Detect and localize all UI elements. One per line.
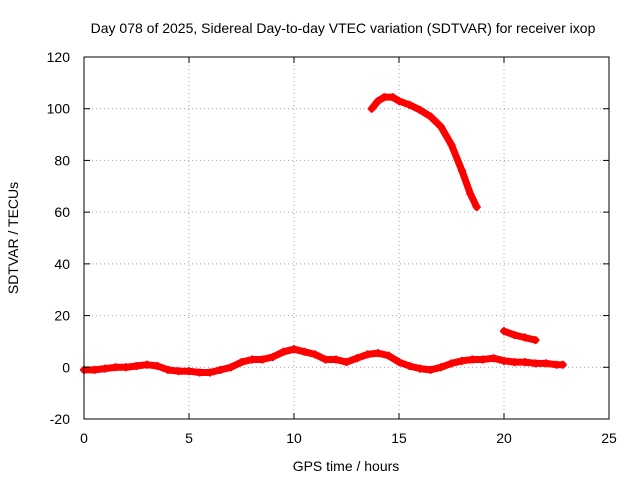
y-tick-label: 80 (54, 152, 70, 168)
data-point (195, 368, 204, 377)
data-point (531, 336, 540, 345)
y-tick-label: 120 (47, 49, 71, 65)
data-point (447, 140, 456, 149)
series-arc-late (500, 327, 539, 344)
data-point (164, 365, 172, 374)
x-tick-label: 20 (496, 430, 512, 446)
tick-marks (83, 56, 610, 420)
x-tick-label: 5 (185, 430, 193, 446)
data-point (300, 347, 309, 356)
data-point (479, 355, 487, 364)
data-point (395, 358, 403, 367)
data-point (558, 360, 567, 369)
y-tick-labels: -20 0 20 40 60 80 100 120 (47, 49, 71, 427)
data-point (227, 363, 235, 372)
x-axis-label: GPS time / hours (293, 458, 400, 474)
data-point (279, 347, 288, 356)
y-tick-label: 60 (54, 204, 70, 220)
data-point (542, 359, 550, 368)
data-point (447, 359, 456, 368)
data-point (521, 333, 529, 342)
data-point (510, 330, 519, 339)
data-point (216, 365, 225, 374)
data-point (489, 354, 498, 363)
data-point (185, 367, 193, 376)
data-point (174, 367, 183, 376)
series-arc-high (368, 93, 481, 211)
x-tick-labels: 0 5 10 15 20 25 (80, 430, 617, 446)
y-axis-label: SDTVAR / TECUs (5, 182, 21, 294)
data-point (321, 355, 330, 364)
y-tick-label: 0 (62, 359, 70, 375)
data-point (153, 361, 162, 370)
data-point (380, 93, 389, 102)
data-point (426, 365, 435, 374)
plot-frame (83, 56, 610, 420)
data-point (342, 358, 351, 367)
y-tick-label: 40 (54, 256, 70, 272)
data-point (468, 355, 477, 364)
data-point (132, 361, 141, 370)
data-series (80, 93, 567, 377)
data-point (90, 365, 99, 374)
data-point (122, 363, 130, 372)
x-tick-label: 25 (601, 430, 617, 446)
data-point (437, 122, 445, 131)
x-tick-label: 0 (80, 430, 88, 446)
data-point (367, 104, 376, 113)
data-point (500, 327, 508, 336)
data-point (363, 350, 372, 359)
data-point (237, 358, 246, 367)
series-baseline (80, 345, 567, 376)
data-point (374, 96, 382, 105)
data-point (405, 100, 414, 109)
data-point (143, 360, 151, 369)
data-point (206, 368, 214, 377)
data-point (437, 363, 445, 372)
data-point (111, 363, 120, 372)
x-tick-label: 10 (286, 430, 302, 446)
data-point (269, 352, 277, 361)
chart-title: Day 078 of 2025, Sidereal Day-to-day VTE… (91, 20, 596, 36)
data-point (395, 96, 403, 105)
data-point (388, 93, 397, 102)
data-point (353, 354, 361, 363)
y-tick-label: -20 (50, 411, 70, 427)
data-point (248, 355, 256, 364)
data-point (374, 349, 382, 358)
data-point (472, 202, 481, 211)
data-point (384, 351, 393, 360)
y-tick-label: 100 (47, 101, 71, 117)
data-point (500, 356, 508, 365)
data-point (332, 355, 340, 364)
data-point (466, 190, 475, 199)
data-point (426, 112, 435, 121)
data-point (101, 364, 109, 373)
grid-lines (84, 57, 609, 419)
data-point (416, 106, 424, 115)
data-point (405, 361, 414, 370)
data-point (258, 355, 267, 364)
data-point (311, 350, 319, 359)
data-point (416, 364, 424, 373)
data-point (458, 166, 466, 175)
data-point (531, 359, 540, 368)
data-point (521, 358, 529, 367)
data-point (510, 358, 519, 367)
data-point (290, 345, 298, 354)
data-point (458, 356, 466, 365)
y-tick-label: 20 (54, 308, 70, 324)
x-tick-label: 15 (391, 430, 407, 446)
